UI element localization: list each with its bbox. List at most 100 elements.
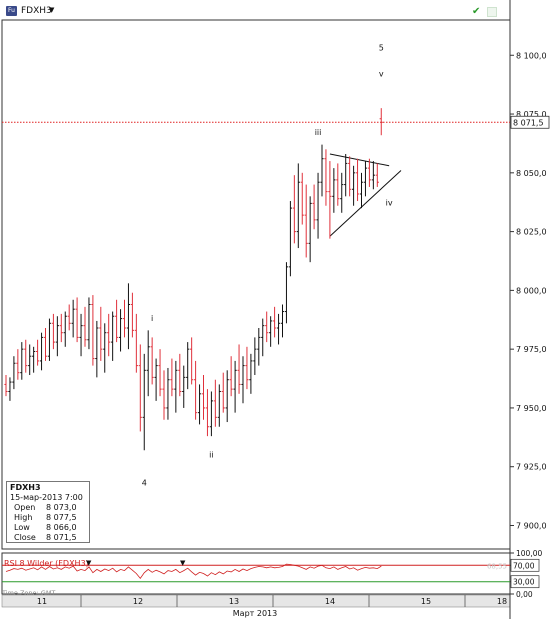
window-icon[interactable]: [487, 7, 497, 17]
chart-toolbar: Fu FDXH3 ▼ ✔: [0, 0, 510, 20]
last-price-label: 8 071,5: [513, 118, 544, 127]
ohlc-bar: [292, 175, 296, 244]
ohlc-bar: [190, 337, 194, 385]
ohlc-bar: [249, 353, 253, 394]
chart-frame: [1, 0, 511, 619]
rsi-level-tag: [510, 575, 540, 589]
trendline: [329, 153, 390, 167]
ohlc-bar: [352, 165, 356, 206]
ohlc-bar: [205, 389, 210, 437]
day-tick-label: 18: [497, 597, 507, 606]
ohlc-bar: [348, 156, 352, 197]
ohlc-bar: [197, 384, 202, 425]
ohlc-bar: [118, 309, 123, 352]
rsi-line: [5, 563, 382, 580]
ohlc-bar: [75, 297, 79, 343]
month-label: Март 2013: [232, 609, 278, 618]
timezone-label: Time Zone: GMT: [2, 589, 56, 597]
ohlc-bar: [39, 332, 44, 371]
ohlc-bar: [359, 172, 364, 209]
ohlc-bar: [308, 196, 312, 263]
ohlc-bar: [273, 306, 277, 338]
ohlc-bar: [16, 349, 20, 380]
ohlc-bar: [186, 342, 190, 390]
day-tick-label: 14: [325, 597, 335, 606]
ohlc-bar: [241, 356, 245, 404]
ohlc-bar: [162, 370, 166, 420]
ohlc-bar: [122, 299, 127, 338]
ohlc-bar: [71, 299, 75, 338]
ohlc-bar: [83, 306, 87, 347]
ohlc-bar: [213, 379, 217, 427]
ohlc-bar: [130, 292, 134, 338]
ohlc-bar: [99, 306, 103, 361]
ohlc-bar: [12, 356, 16, 390]
ohlc-bar: [28, 344, 32, 376]
info-row-low: Low 8 066,0: [10, 523, 86, 533]
rsi-last-value: 68,55: [487, 562, 507, 570]
rsi-indicator-label[interactable]: RSI 8 Wilder (FDXH3): [4, 559, 89, 568]
ohlc-bar: [229, 356, 233, 397]
ohlc-bar: [379, 108, 383, 136]
price-tick-label: 7 975,0: [516, 345, 547, 354]
ohlc-bar: [265, 311, 269, 343]
ohlc-bar: [51, 313, 55, 350]
info-row-close: Close 8 071,5: [10, 533, 86, 543]
trendlines: [329, 153, 402, 237]
ohlc-bar: [355, 158, 360, 202]
price-tick-label: 8 075,0: [516, 110, 547, 119]
caret-down-icon[interactable]: ▼: [180, 559, 186, 567]
ohlc-bar: [32, 346, 36, 373]
trendline: [329, 170, 402, 237]
ohlc-bar: [24, 339, 28, 373]
ohlc-bar: [316, 172, 320, 239]
info-row-open: Open 8 073,0: [10, 503, 86, 513]
checkmark-icon[interactable]: ✔: [472, 6, 481, 17]
day-tick-label: 12: [133, 597, 143, 606]
time-axis: 11 12 13 14 15 18: [37, 595, 507, 607]
ohlc-bar: [20, 342, 24, 380]
ohlc-bar: [288, 201, 292, 277]
rsi-tick-label: 100,00: [516, 549, 542, 558]
ohlc-bar: [107, 313, 111, 357]
ohlc-bar: [154, 358, 158, 401]
info-key: High: [14, 513, 33, 522]
ohlc-bar: [375, 163, 379, 187]
ohlc-bar: [269, 316, 273, 347]
ohlc-bar: [95, 320, 99, 378]
ohlc-bar: [194, 360, 198, 420]
ohlc-bar: [134, 313, 138, 373]
info-key: Open: [14, 503, 36, 512]
ohlc-bar: [55, 316, 59, 357]
ohlc-bar: [158, 349, 162, 397]
day-tick-label: 15: [421, 597, 431, 606]
ohlc-bar: [79, 313, 83, 357]
ohlc-bar: [245, 346, 249, 390]
price-tick-label: 8 000,0: [516, 286, 547, 295]
wave-label: 5: [379, 44, 384, 53]
ohlc-bar: [182, 365, 186, 408]
price-tick-label: 7 900,0: [516, 521, 547, 530]
ohlc-bar: [237, 344, 241, 394]
wave-label: i: [151, 314, 153, 323]
info-symbol: FDXH3: [10, 483, 41, 492]
ohlc-bar: [296, 163, 300, 249]
wave-label: ii: [209, 450, 213, 459]
ohlc-bar: [87, 297, 91, 350]
rsi-tick-label: 0,00: [516, 590, 533, 599]
ohlc-bar: [217, 384, 221, 427]
ohlc-bar: [111, 311, 115, 361]
ohlc-bar: [115, 299, 119, 343]
rsi-tick-label: 70,00: [513, 561, 535, 570]
caret-down-icon[interactable]: ▼: [49, 6, 55, 14]
info-value: 8 077,5: [46, 513, 77, 522]
caret-down-icon[interactable]: ▼: [86, 559, 92, 567]
ohlc-bar: [201, 375, 206, 420]
ohlc-bar: [371, 161, 375, 190]
info-row-high: High 8 077,5: [10, 513, 86, 523]
symbol-title[interactable]: FDXH3: [21, 6, 52, 16]
ohlc-bar: [253, 337, 257, 376]
